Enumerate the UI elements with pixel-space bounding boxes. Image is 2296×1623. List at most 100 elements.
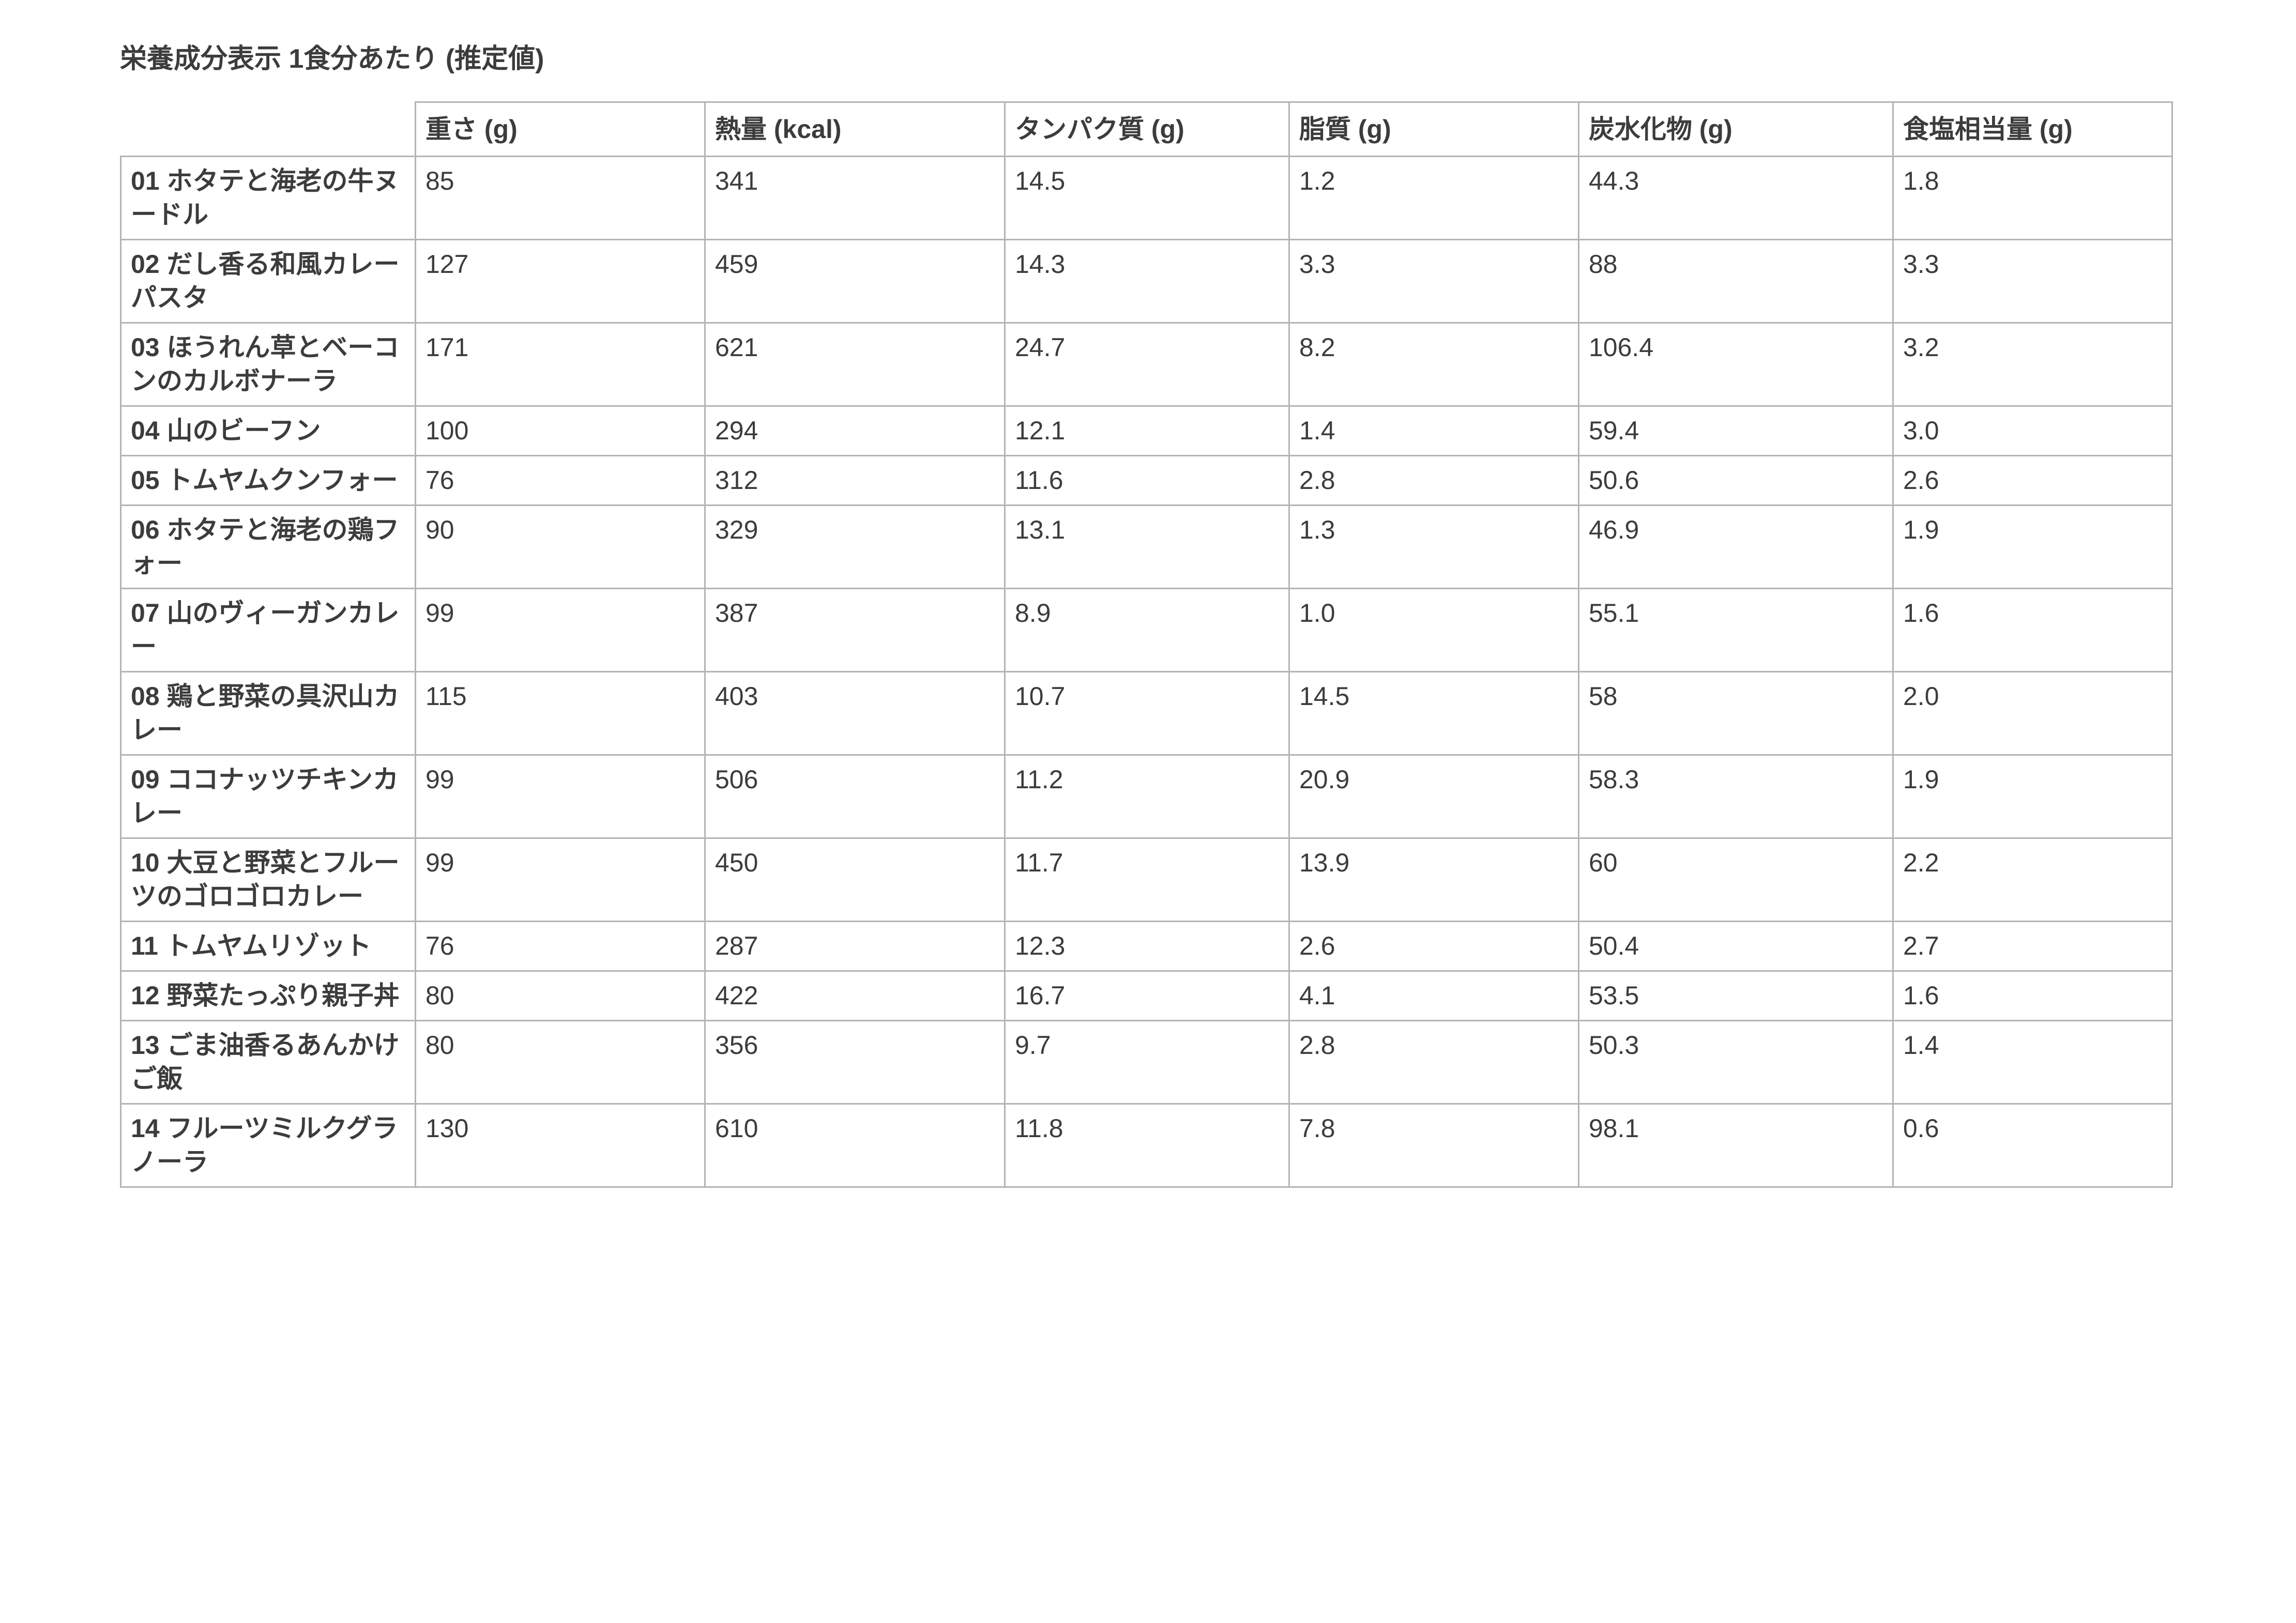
- cell-carbs: 58: [1578, 671, 1894, 756]
- table-row: 05 トムヤムクンフォー 76 312 11.6 2.8 50.6 2.6: [120, 455, 2173, 506]
- cell-protein: 16.7: [1004, 970, 1290, 1021]
- cell-weight: 80: [415, 1020, 706, 1105]
- header-row: 重さ (g) 熱量 (kcal) タンパク質 (g) 脂質 (g) 炭水化物 (…: [120, 101, 2173, 157]
- table-row: 14 フルーツミルクグラノーラ 130 610 11.8 7.8 98.1 0.…: [120, 1103, 2173, 1188]
- cell-weight: 85: [415, 156, 706, 240]
- cell-fat: 2.8: [1288, 1020, 1579, 1105]
- cell-fat: 13.9: [1288, 837, 1579, 922]
- cell-salt: 2.2: [1892, 837, 2173, 922]
- row-label: 02 だし香る和風カレーパスタ: [120, 239, 416, 324]
- cell-energy: 403: [704, 671, 1006, 756]
- table-row: 02 だし香る和風カレーパスタ 127 459 14.3 3.3 88 3.3: [120, 239, 2173, 324]
- cell-protein: 14.3: [1004, 239, 1290, 324]
- cell-fat: 20.9: [1288, 754, 1579, 839]
- row-label: 13 ごま油香るあんかけご飯: [120, 1020, 416, 1105]
- table-row: 04 山のビーフン 100 294 12.1 1.4 59.4 3.0: [120, 405, 2173, 456]
- cell-protein: 12.3: [1004, 921, 1290, 972]
- cell-protein: 9.7: [1004, 1020, 1290, 1105]
- column-header-salt: 食塩相当量 (g): [1892, 101, 2173, 157]
- cell-weight: 100: [415, 405, 706, 456]
- column-header-name: [120, 102, 416, 157]
- cell-energy: 294: [704, 405, 1006, 456]
- cell-carbs: 46.9: [1578, 504, 1894, 589]
- row-label: 11 トムヤムリゾット: [120, 921, 416, 972]
- cell-weight: 99: [415, 754, 706, 839]
- cell-energy: 621: [704, 322, 1006, 407]
- column-header-protein: タンパク質 (g): [1004, 101, 1290, 157]
- cell-salt: 3.0: [1892, 405, 2173, 456]
- cell-energy: 287: [704, 921, 1006, 972]
- row-label: 06 ホタテと海老の鶏フォー: [120, 504, 416, 589]
- cell-weight: 90: [415, 504, 706, 589]
- table-row: 03 ほうれん草とベーコンのカルボナーラ 171 621 24.7 8.2 10…: [120, 322, 2173, 407]
- cell-carbs: 50.4: [1578, 921, 1894, 972]
- table-header: 重さ (g) 熱量 (kcal) タンパク質 (g) 脂質 (g) 炭水化物 (…: [120, 101, 2173, 157]
- column-header-carbs: 炭水化物 (g): [1578, 101, 1894, 157]
- cell-salt: 1.6: [1892, 588, 2173, 672]
- row-label: 03 ほうれん草とベーコンのカルボナーラ: [120, 322, 416, 407]
- cell-energy: 341: [704, 156, 1006, 240]
- cell-salt: 0.6: [1892, 1103, 2173, 1188]
- cell-carbs: 55.1: [1578, 588, 1894, 672]
- table-row: 12 野菜たっぷり親子丼 80 422 16.7 4.1 53.5 1.6: [120, 970, 2173, 1021]
- row-label: 01 ホタテと海老の牛ヌードル: [120, 156, 416, 240]
- cell-fat: 1.0: [1288, 588, 1579, 672]
- cell-energy: 312: [704, 455, 1006, 506]
- row-label: 09 ココナッツチキンカレー: [120, 754, 416, 839]
- cell-carbs: 106.4: [1578, 322, 1894, 407]
- cell-carbs: 59.4: [1578, 405, 1894, 456]
- table-row: 08 鶏と野菜の具沢山カレー 115 403 10.7 14.5 58 2.0: [120, 671, 2173, 756]
- cell-fat: 1.4: [1288, 405, 1579, 456]
- cell-salt: 2.7: [1892, 921, 2173, 972]
- cell-fat: 1.3: [1288, 504, 1579, 589]
- table-body: 01 ホタテと海老の牛ヌードル 85 341 14.5 1.2 44.3 1.8…: [120, 156, 2173, 1188]
- column-header-fat: 脂質 (g): [1288, 101, 1579, 157]
- cell-protein: 10.7: [1004, 671, 1290, 756]
- cell-protein: 12.1: [1004, 405, 1290, 456]
- row-label: 05 トムヤムクンフォー: [120, 455, 416, 506]
- cell-carbs: 88: [1578, 239, 1894, 324]
- cell-energy: 450: [704, 837, 1006, 922]
- cell-weight: 115: [415, 671, 706, 756]
- cell-carbs: 58.3: [1578, 754, 1894, 839]
- cell-energy: 356: [704, 1020, 1006, 1105]
- cell-salt: 3.2: [1892, 322, 2173, 407]
- cell-salt: 1.9: [1892, 504, 2173, 589]
- cell-salt: 2.0: [1892, 671, 2173, 756]
- table-row: 01 ホタテと海老の牛ヌードル 85 341 14.5 1.2 44.3 1.8: [120, 156, 2173, 240]
- cell-energy: 387: [704, 588, 1006, 672]
- cell-energy: 329: [704, 504, 1006, 589]
- cell-protein: 11.6: [1004, 455, 1290, 506]
- table-row: 11 トムヤムリゾット 76 287 12.3 2.6 50.4 2.7: [120, 921, 2173, 972]
- cell-carbs: 53.5: [1578, 970, 1894, 1021]
- cell-protein: 8.9: [1004, 588, 1290, 672]
- row-label: 14 フルーツミルクグラノーラ: [120, 1103, 416, 1188]
- cell-protein: 11.7: [1004, 837, 1290, 922]
- cell-carbs: 98.1: [1578, 1103, 1894, 1188]
- cell-salt: 1.9: [1892, 754, 2173, 839]
- cell-energy: 506: [704, 754, 1006, 839]
- table-row: 06 ホタテと海老の鶏フォー 90 329 13.1 1.3 46.9 1.9: [120, 504, 2173, 589]
- nutrition-facts-table: 重さ (g) 熱量 (kcal) タンパク質 (g) 脂質 (g) 炭水化物 (…: [120, 101, 2173, 1188]
- cell-carbs: 50.3: [1578, 1020, 1894, 1105]
- cell-carbs: 44.3: [1578, 156, 1894, 240]
- cell-salt: 2.6: [1892, 455, 2173, 506]
- row-label: 04 山のビーフン: [120, 405, 416, 456]
- cell-weight: 127: [415, 239, 706, 324]
- cell-salt: 1.8: [1892, 156, 2173, 240]
- cell-weight: 171: [415, 322, 706, 407]
- cell-fat: 2.6: [1288, 921, 1579, 972]
- cell-energy: 459: [704, 239, 1006, 324]
- table-row: 07 山のヴィーガンカレー 99 387 8.9 1.0 55.1 1.6: [120, 588, 2173, 672]
- cell-energy: 610: [704, 1103, 1006, 1188]
- cell-fat: 4.1: [1288, 970, 1579, 1021]
- cell-weight: 99: [415, 588, 706, 672]
- table-row: 10 大豆と野菜とフルーツのゴロゴロカレー 99 450 11.7 13.9 6…: [120, 837, 2173, 922]
- column-header-weight: 重さ (g): [415, 101, 706, 157]
- cell-protein: 14.5: [1004, 156, 1290, 240]
- row-label: 12 野菜たっぷり親子丼: [120, 970, 416, 1021]
- cell-fat: 2.8: [1288, 455, 1579, 506]
- cell-protein: 11.2: [1004, 754, 1290, 839]
- row-label: 10 大豆と野菜とフルーツのゴロゴロカレー: [120, 837, 416, 922]
